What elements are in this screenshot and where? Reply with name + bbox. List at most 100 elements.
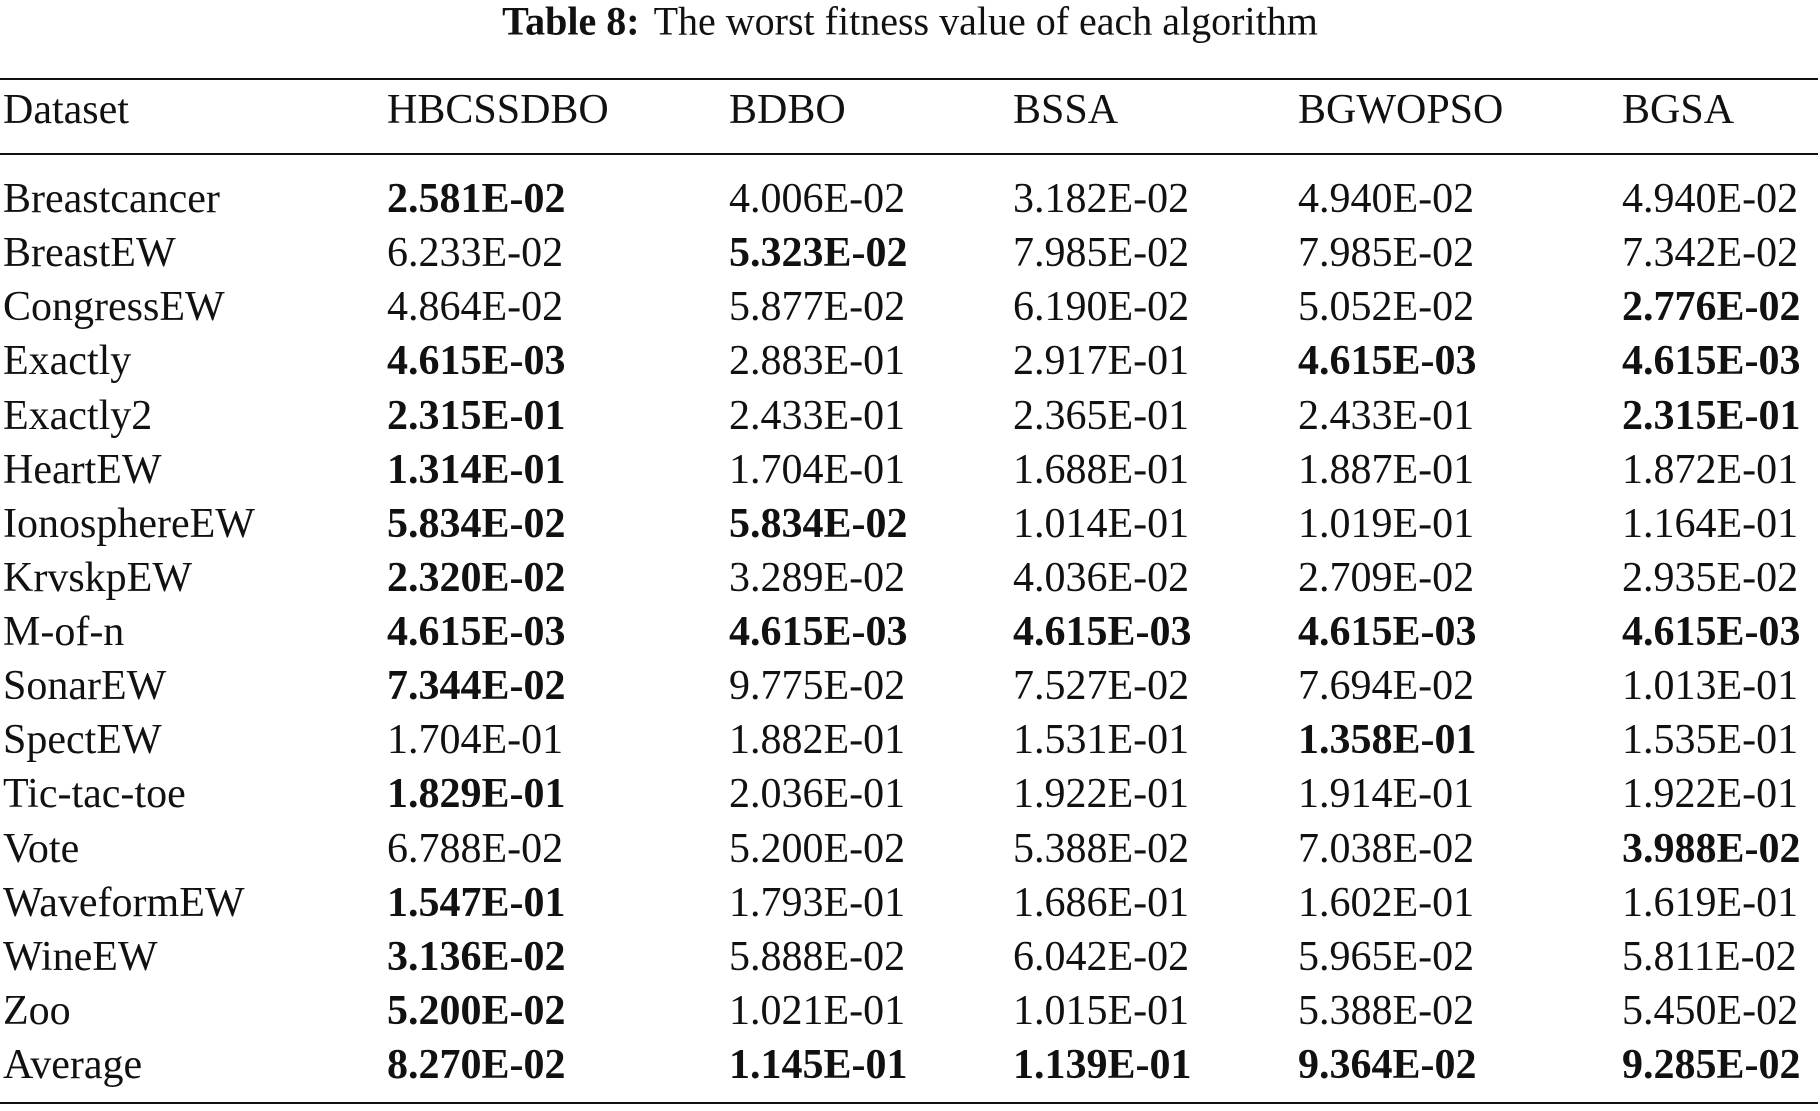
value-cell: 6.233E-02 bbox=[387, 230, 564, 277]
value-cell: 1.015E-01 bbox=[1013, 987, 1190, 1034]
header-cell: BGSA bbox=[1622, 87, 1735, 133]
value-cell: 5.888E-02 bbox=[729, 933, 906, 980]
value-cell: 1.872E-01 bbox=[1622, 446, 1799, 493]
value-cell: 2.036E-01 bbox=[729, 771, 906, 818]
value-cell: 7.344E-02 bbox=[387, 663, 566, 710]
value-cell: 5.877E-02 bbox=[729, 284, 906, 331]
value-cell: 4.940E-02 bbox=[1298, 176, 1475, 222]
value-cell: 1.531E-01 bbox=[1013, 717, 1190, 764]
value-cell: 6.042E-02 bbox=[1013, 933, 1190, 980]
value-cell: 2.709E-02 bbox=[1298, 554, 1475, 601]
value-cell: 1.021E-01 bbox=[729, 987, 906, 1034]
header-cell: Dataset bbox=[3, 87, 129, 133]
header-rule bbox=[0, 153, 1818, 155]
dataset-cell: Breastcancer bbox=[3, 176, 220, 222]
value-cell: 3.136E-02 bbox=[387, 933, 566, 980]
value-cell: 5.052E-02 bbox=[1298, 284, 1475, 331]
value-cell: 5.388E-02 bbox=[1298, 987, 1475, 1034]
value-cell: 4.615E-03 bbox=[1298, 609, 1477, 655]
value-cell: 1.535E-01 bbox=[1622, 717, 1799, 764]
value-cell: 6.190E-02 bbox=[1013, 284, 1190, 331]
value-cell: 4.615E-03 bbox=[387, 338, 566, 385]
value-cell: 5.200E-02 bbox=[729, 825, 906, 872]
value-cell: 1.145E-01 bbox=[729, 1042, 908, 1088]
value-cell: 5.811E-02 bbox=[1622, 933, 1797, 980]
dataset-cell: WaveformEW bbox=[3, 879, 245, 926]
dataset-cell: SpectEW bbox=[3, 717, 162, 764]
value-cell: 4.615E-03 bbox=[1298, 338, 1477, 385]
value-cell: 1.164E-01 bbox=[1622, 500, 1799, 547]
dataset-cell: Exactly2 bbox=[3, 392, 153, 439]
value-cell: 3.182E-02 bbox=[1013, 176, 1190, 222]
value-cell: 1.704E-01 bbox=[387, 717, 564, 764]
bottom-rule bbox=[0, 1102, 1818, 1104]
value-cell: 1.922E-01 bbox=[1622, 771, 1799, 818]
dataset-cell: WineEW bbox=[3, 933, 158, 980]
value-cell: 7.694E-02 bbox=[1298, 663, 1475, 710]
value-cell: 4.615E-03 bbox=[1622, 609, 1801, 655]
value-cell: 4.615E-03 bbox=[1013, 609, 1192, 655]
value-cell: 2.935E-02 bbox=[1622, 554, 1799, 601]
value-cell: 2.365E-01 bbox=[1013, 392, 1190, 439]
value-cell: 1.686E-01 bbox=[1013, 879, 1190, 926]
value-cell: 2.315E-01 bbox=[1622, 392, 1801, 439]
value-cell: 4.864E-02 bbox=[387, 284, 564, 331]
top-rule bbox=[0, 78, 1818, 80]
value-cell: 1.704E-01 bbox=[729, 446, 906, 493]
value-cell: 4.615E-03 bbox=[387, 609, 566, 655]
dataset-cell: KrvskpEW bbox=[3, 554, 192, 601]
value-cell: 3.289E-02 bbox=[729, 554, 906, 601]
value-cell: 4.615E-03 bbox=[729, 609, 908, 655]
value-cell: 1.358E-01 bbox=[1298, 717, 1477, 764]
value-cell: 7.342E-02 bbox=[1622, 230, 1799, 277]
value-cell: 2.433E-01 bbox=[729, 392, 906, 439]
dataset-cell: Vote bbox=[3, 825, 80, 872]
value-cell: 6.788E-02 bbox=[387, 825, 564, 872]
value-cell: 5.388E-02 bbox=[1013, 825, 1190, 872]
value-cell: 7.527E-02 bbox=[1013, 663, 1190, 710]
value-cell: 2.917E-01 bbox=[1013, 338, 1190, 385]
value-cell: 1.793E-01 bbox=[729, 879, 906, 926]
value-cell: 5.834E-02 bbox=[729, 500, 908, 547]
value-cell: 2.776E-02 bbox=[1622, 284, 1801, 331]
value-cell: 2.433E-01 bbox=[1298, 392, 1475, 439]
value-cell: 7.985E-02 bbox=[1013, 230, 1190, 277]
header-cell: BSSA bbox=[1013, 87, 1119, 133]
value-cell: 7.985E-02 bbox=[1298, 230, 1475, 277]
value-cell: 2.320E-02 bbox=[387, 554, 566, 601]
value-cell: 5.834E-02 bbox=[387, 500, 566, 547]
caption-text: The worst fitness value of each algorith… bbox=[653, 0, 1318, 44]
value-cell: 2.581E-02 bbox=[387, 176, 566, 222]
value-cell: 9.775E-02 bbox=[729, 663, 906, 710]
value-cell: 7.038E-02 bbox=[1298, 825, 1475, 872]
dataset-cell: SonarEW bbox=[3, 663, 167, 710]
dataset-cell: BreastEW bbox=[3, 230, 176, 277]
value-cell: 3.988E-02 bbox=[1622, 825, 1801, 872]
dataset-cell: Average bbox=[3, 1042, 143, 1088]
value-cell: 1.914E-01 bbox=[1298, 771, 1475, 818]
value-cell: 1.314E-01 bbox=[387, 446, 566, 493]
dataset-cell: IonosphereEW bbox=[3, 500, 255, 547]
value-cell: 2.883E-01 bbox=[729, 338, 906, 385]
value-cell: 1.139E-01 bbox=[1013, 1042, 1192, 1088]
value-cell: 1.019E-01 bbox=[1298, 500, 1475, 547]
dataset-cell: Tic-tac-toe bbox=[3, 771, 186, 818]
caption-label: Table 8: bbox=[502, 0, 640, 44]
value-cell: 9.364E-02 bbox=[1298, 1042, 1477, 1088]
value-cell: 5.450E-02 bbox=[1622, 987, 1799, 1034]
value-cell: 8.270E-02 bbox=[387, 1042, 566, 1088]
value-cell: 1.547E-01 bbox=[387, 879, 566, 926]
value-cell: 4.615E-03 bbox=[1622, 338, 1801, 385]
header-cell: BDBO bbox=[729, 87, 846, 133]
caption: Table 8: The worst fitness value of each … bbox=[0, 0, 1820, 45]
dataset-cell: HeartEW bbox=[3, 446, 162, 493]
dataset-cell: M-of-n bbox=[3, 609, 125, 655]
value-cell: 1.829E-01 bbox=[387, 771, 566, 818]
dataset-cell: Zoo bbox=[3, 987, 71, 1034]
value-cell: 4.036E-02 bbox=[1013, 554, 1190, 601]
dataset-cell: Exactly bbox=[3, 338, 132, 385]
value-cell: 2.315E-01 bbox=[387, 392, 566, 439]
value-cell: 9.285E-02 bbox=[1622, 1042, 1801, 1088]
value-cell: 1.882E-01 bbox=[729, 717, 906, 764]
